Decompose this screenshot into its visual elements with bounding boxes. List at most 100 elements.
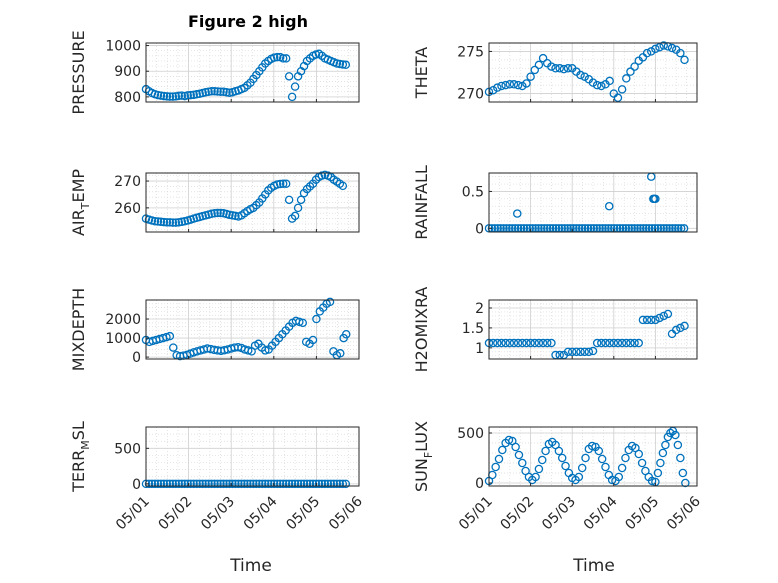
data-point xyxy=(513,338,523,348)
x-tick-label: 05/04 xyxy=(581,493,621,533)
y-tick-label: 1.5 xyxy=(462,321,484,337)
data-point xyxy=(676,323,685,333)
data-point xyxy=(329,479,339,489)
data-point xyxy=(320,479,330,489)
data-point xyxy=(505,338,515,348)
data-point xyxy=(323,479,333,489)
data-point xyxy=(518,338,527,348)
y-axis-label: MIXDEPTH xyxy=(69,288,88,371)
data-point xyxy=(617,85,627,94)
data-point xyxy=(237,479,246,489)
data-point xyxy=(278,54,288,63)
data-point xyxy=(574,472,584,482)
data-point xyxy=(177,479,187,489)
data-point xyxy=(311,479,321,489)
y-axis-label: PRESSURE xyxy=(69,30,88,114)
x-tick-label: 05/04 xyxy=(241,493,281,533)
data-point xyxy=(653,468,663,478)
data-point xyxy=(530,65,540,75)
data-point xyxy=(622,338,631,348)
x-tick-label: 05/06 xyxy=(326,493,366,533)
y-tick-label: 1 xyxy=(475,341,484,357)
data-point xyxy=(246,479,255,489)
data-point xyxy=(576,70,585,80)
data-point xyxy=(150,217,160,226)
data-point xyxy=(159,217,169,227)
data-point xyxy=(156,479,166,489)
x-tick-label: 05/02 xyxy=(156,494,196,534)
data-point xyxy=(156,91,166,100)
data-point xyxy=(305,479,315,489)
data-point xyxy=(526,338,535,348)
data-point xyxy=(153,217,163,226)
axes-box xyxy=(145,172,360,233)
data-point xyxy=(572,347,581,357)
data-point xyxy=(261,479,270,489)
data-point xyxy=(646,315,656,325)
data-point xyxy=(497,338,506,348)
data-point xyxy=(216,479,225,489)
data-point xyxy=(613,338,623,348)
data-point xyxy=(646,47,656,56)
data-point xyxy=(494,454,504,464)
data-point xyxy=(605,338,614,348)
y-tick-label: 260 xyxy=(114,201,141,217)
data-point xyxy=(597,454,607,464)
data-point xyxy=(159,91,169,101)
y-tick-label: 2 xyxy=(475,301,484,317)
data-point xyxy=(501,338,510,348)
data-point xyxy=(626,338,635,348)
data-point xyxy=(509,80,519,89)
data-point xyxy=(153,90,163,100)
data-point xyxy=(642,48,652,58)
data-point xyxy=(162,218,172,227)
data-point xyxy=(225,88,234,98)
data-point xyxy=(213,479,222,489)
data-point xyxy=(588,346,598,356)
data-point xyxy=(580,347,589,357)
data-point xyxy=(210,208,219,218)
x-tick-label: 05/05 xyxy=(622,494,662,534)
data-point xyxy=(651,315,660,325)
data-point xyxy=(630,338,639,348)
data-point xyxy=(497,81,506,91)
data-point xyxy=(513,80,523,90)
data-point xyxy=(538,338,548,348)
y-axis-label: THETA xyxy=(412,47,431,99)
data-point xyxy=(162,479,172,489)
data-point xyxy=(231,211,240,221)
data-point xyxy=(162,92,172,101)
data-point xyxy=(509,338,519,348)
y-axis-label: H2OMIXRA xyxy=(412,287,431,373)
data-point xyxy=(144,479,154,489)
plot-area xyxy=(489,427,697,486)
data-point xyxy=(269,479,279,489)
data-point xyxy=(597,81,606,91)
data-point xyxy=(588,78,598,87)
data-point xyxy=(666,428,675,438)
data-point xyxy=(299,479,309,489)
data-point xyxy=(617,338,627,348)
data-point xyxy=(488,338,498,348)
data-point xyxy=(661,440,670,450)
data-point xyxy=(314,479,324,489)
data-point xyxy=(189,90,198,100)
data-point xyxy=(341,479,351,489)
plot-area xyxy=(146,427,359,486)
data-point xyxy=(266,479,276,489)
data-point xyxy=(681,478,690,488)
data-point xyxy=(637,458,647,468)
data-point xyxy=(663,309,673,319)
data-point xyxy=(278,179,288,188)
data-point xyxy=(225,210,234,220)
axes-box xyxy=(145,42,360,103)
data-point xyxy=(150,479,160,489)
data-point xyxy=(551,64,560,73)
data-point xyxy=(577,463,587,473)
data-point xyxy=(576,347,585,357)
data-point xyxy=(183,479,192,489)
data-point xyxy=(281,479,291,489)
data-point xyxy=(240,479,249,489)
data-point xyxy=(293,203,303,213)
y-tick-label: 275 xyxy=(457,44,484,60)
